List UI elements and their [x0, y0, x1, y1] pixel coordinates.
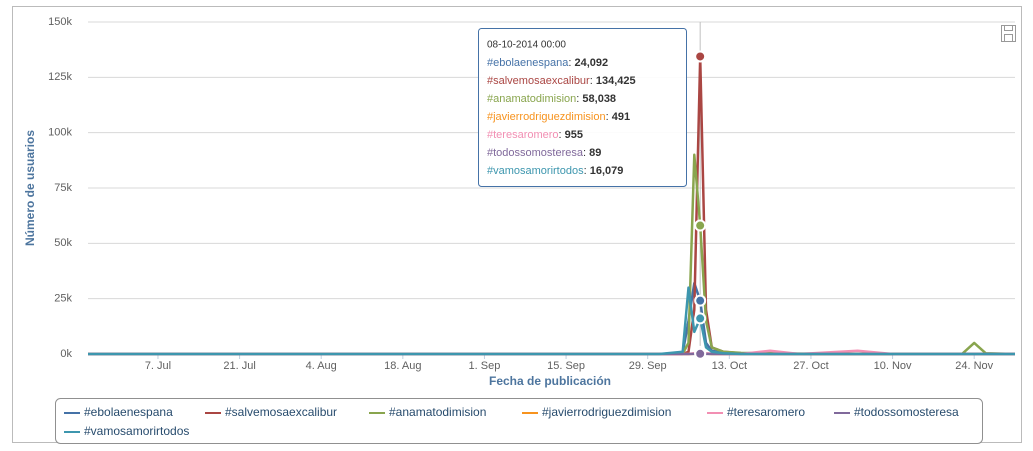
tooltip-sep: :: [568, 57, 574, 69]
tooltip-sep: :: [576, 93, 582, 105]
y-tick-label: 0k: [60, 348, 72, 360]
tooltip-sep: :: [584, 165, 590, 177]
y-axis-title: Número de usuarios: [23, 130, 37, 246]
tooltip-name: #teresaromero: [487, 129, 559, 141]
hover-marker: [694, 294, 707, 307]
legend-label[interactable]: #anamatodimision: [389, 405, 486, 419]
tooltip: 08-10-2014 00:00 #ebolaenespana: 24,092 #s…: [478, 28, 687, 187]
y-tick-label: 125k: [48, 71, 72, 83]
tooltip-item: #ebolaenespana: 24,092: [487, 57, 608, 69]
series-line: [88, 286, 1015, 356]
x-tick-label: 18. Aug: [384, 360, 421, 372]
tooltip-value: 58,038: [582, 93, 616, 105]
tooltip-name: #vamosamorirtodos: [487, 165, 584, 177]
tooltip-sep: :: [590, 75, 596, 87]
hover-marker: [694, 219, 707, 232]
export-icon[interactable]: [1001, 25, 1016, 42]
tooltip-value: 89: [589, 147, 601, 159]
x-tick-label: 27. Oct: [793, 360, 828, 372]
tooltip-item: #javierrodriguezdimision: 491: [487, 111, 630, 123]
legend-label[interactable]: #todossomosteresa: [854, 405, 959, 419]
tooltip-name: #ebolaenespana: [487, 57, 569, 69]
tooltip-item: #teresaromero: 955: [487, 129, 583, 141]
x-tick-label: 15. Sep: [547, 360, 585, 372]
tooltip-value: 491: [612, 111, 630, 123]
x-tick-label: 10. Nov: [874, 360, 912, 372]
y-tick-label: 50k: [54, 237, 72, 249]
tooltip-name: #anamatodimision: [487, 93, 576, 105]
legend-label[interactable]: #javierrodriguezdimision: [542, 405, 671, 419]
tooltip-sep: :: [559, 129, 565, 141]
y-tick-label: 25k: [54, 293, 72, 305]
tooltip-value: 16,079: [590, 165, 624, 177]
legend-label[interactable]: #vamosamorirtodos: [84, 424, 189, 438]
hover-marker: [694, 312, 707, 325]
y-tick-label: 150k: [48, 16, 72, 28]
tooltip-box: [478, 28, 687, 187]
tooltip-value: 955: [565, 129, 583, 141]
tooltip-date: 08-10-2014 00:00: [487, 40, 566, 51]
tooltip-item: #salvemosaexcalibur: 134,425: [487, 75, 636, 87]
tooltip-item: #todossomosteresa: 89: [487, 147, 601, 159]
x-tick-label: 21. Jul: [223, 360, 255, 372]
tooltip-sep: :: [606, 111, 612, 123]
x-tick-label: 29. Sep: [629, 360, 667, 372]
x-tick-label: 13. Oct: [712, 360, 747, 372]
tooltip-name: #todossomosteresa: [487, 147, 584, 159]
x-tick-label: 7. Jul: [145, 360, 171, 372]
tooltip-item: #anamatodimision: 58,038: [487, 93, 616, 105]
tooltip-name: #javierrodriguezdimision: [487, 111, 606, 123]
tooltip-sep: :: [583, 147, 589, 159]
series-line: [88, 153, 1016, 356]
tooltip-item: #vamosamorirtodos: 16,079: [487, 165, 623, 177]
x-axis-title: Fecha de publicación: [489, 374, 611, 388]
legend-label[interactable]: #teresaromero: [727, 405, 805, 419]
legend-label[interactable]: #salvemosaexcalibur: [225, 405, 337, 419]
x-tick-label: 24. Nov: [955, 360, 993, 372]
x-tick-label: 1. Sep: [469, 360, 501, 372]
legend-label[interactable]: #ebolaenespana: [84, 405, 173, 419]
x-tick-label: 4. Aug: [306, 360, 337, 372]
hover-marker: [694, 347, 707, 360]
hover-marker: [694, 50, 707, 63]
y-tick-label: 75k: [54, 182, 72, 194]
tooltip-value: 134,425: [596, 75, 636, 87]
y-tick-label: 100k: [48, 127, 72, 139]
legend-box: [55, 398, 983, 444]
tooltip-name: #salvemosaexcalibur: [487, 75, 590, 87]
tooltip-value: 24,092: [574, 57, 608, 69]
